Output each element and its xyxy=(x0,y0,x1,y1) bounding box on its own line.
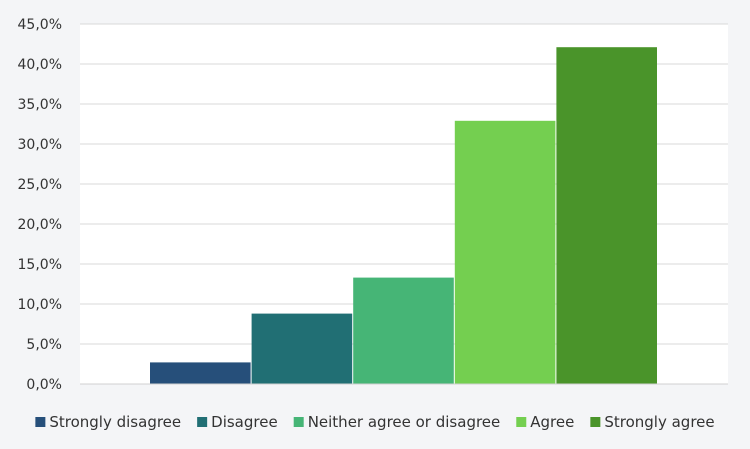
legend-swatch xyxy=(197,417,208,427)
y-axis-ticks: 0,0% 5,0% 10,0% 15,0% 20,0% 25,0% 30,0% 35,0% 40… xyxy=(18,17,62,393)
legend-item: Strongly agree xyxy=(590,413,715,431)
y-tick-label: 40,0% xyxy=(18,57,62,73)
legend-swatch xyxy=(590,417,601,427)
bar-disagree xyxy=(251,313,353,384)
bar-agree xyxy=(454,120,556,385)
bar-neither-agree-or-disagree xyxy=(353,277,454,384)
y-tick-label: 25,0% xyxy=(18,177,62,193)
legend-swatch xyxy=(293,417,304,427)
y-tick-label: 5,0% xyxy=(26,337,62,353)
legend-item: Strongly disagree xyxy=(35,413,181,431)
legend-label: Strongly disagree xyxy=(49,413,181,431)
y-tick-label: 20,0% xyxy=(18,217,62,233)
bar-strongly-disagree xyxy=(150,362,251,384)
bars xyxy=(150,47,657,385)
legend-swatch xyxy=(516,417,527,427)
y-tick-label: 30,0% xyxy=(18,137,62,153)
legend-label: Strongly agree xyxy=(604,413,714,431)
legend: Strongly disagree Disagree Neither agree o… xyxy=(35,413,715,431)
legend-item: Disagree xyxy=(197,413,278,431)
legend-item: Neither agree or disagree xyxy=(293,413,501,431)
y-tick-label: 0,0% xyxy=(26,377,62,393)
legend-label: Agree xyxy=(530,413,574,431)
legend-label: Neither agree or disagree xyxy=(308,413,501,431)
y-tick-label: 45,0% xyxy=(18,17,62,33)
y-tick-label: 10,0% xyxy=(18,297,62,313)
bar-strongly-agree xyxy=(556,47,657,384)
y-tick-label: 15,0% xyxy=(18,257,62,273)
legend-label: Disagree xyxy=(211,413,278,431)
legend-swatch xyxy=(35,417,46,427)
legend-item: Agree xyxy=(516,413,574,431)
y-tick-label: 35,0% xyxy=(18,97,62,113)
